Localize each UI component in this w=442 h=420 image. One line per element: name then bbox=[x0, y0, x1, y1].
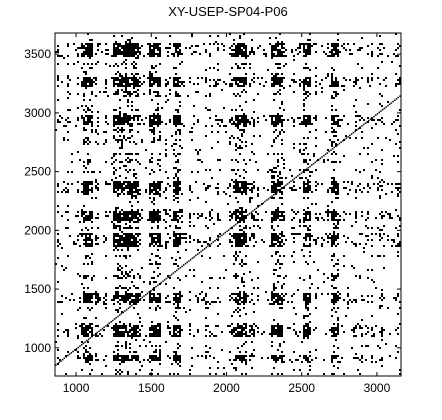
y-tick-label: 3000 bbox=[24, 106, 51, 120]
pattern-dots bbox=[55, 33, 401, 375]
x-tick-label: 1000 bbox=[63, 381, 90, 395]
y-tick-label: 1000 bbox=[24, 341, 51, 355]
pattern-marks bbox=[55, 33, 401, 375]
y-tick-label: 1500 bbox=[24, 282, 51, 296]
x-tick-label: 2000 bbox=[213, 381, 240, 395]
x-tick-label: 2500 bbox=[288, 381, 315, 395]
y-tick-label: 2000 bbox=[24, 223, 51, 237]
chart-title: XY-USEP-SP04-P06 bbox=[168, 4, 288, 19]
axes-frame bbox=[54, 32, 402, 377]
x-tick-label: 1500 bbox=[138, 381, 165, 395]
y-axis: 1000 1500 2000 2500 3000 3500 bbox=[24, 47, 401, 355]
x-axis: 1000 1500 2000 2500 3000 bbox=[63, 33, 391, 395]
y-tick-label: 3500 bbox=[24, 47, 51, 61]
x-tick-label: 3000 bbox=[364, 381, 391, 395]
y-tick-label: 2500 bbox=[24, 165, 51, 179]
